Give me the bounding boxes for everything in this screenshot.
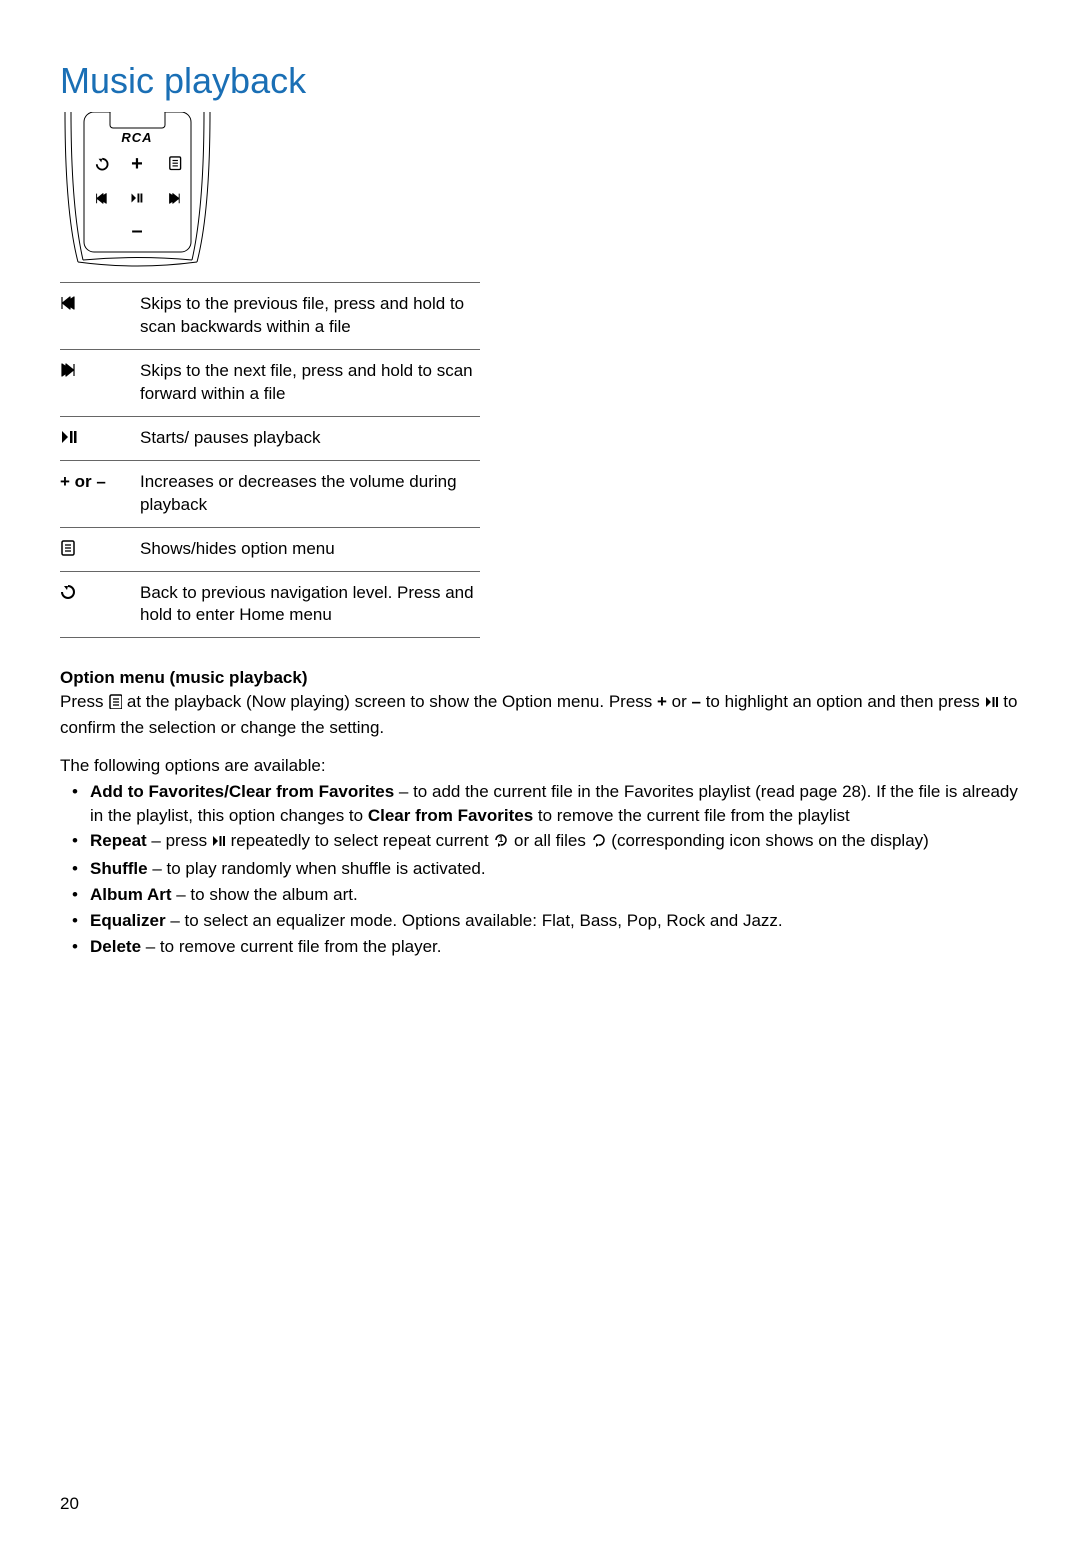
page-number: 20	[60, 1494, 79, 1514]
svg-text:–: –	[131, 220, 142, 242]
table-row: Starts/ pauses playback	[60, 416, 480, 460]
following-options-text: The following options are available:	[60, 754, 1020, 778]
control-desc: Back to previous navigation level. Press…	[140, 571, 480, 638]
repeat-all-icon	[591, 831, 607, 855]
list-item: Delete – to remove current file from the…	[60, 935, 1020, 959]
controls-table: Skips to the previous file, press and ho…	[60, 282, 480, 638]
list-item: Repeat – press repeatedly to select repe…	[60, 829, 1020, 855]
table-row: Skips to the previous file, press and ho…	[60, 283, 480, 350]
control-desc: Skips to the previous file, press and ho…	[140, 283, 480, 350]
menu-icon	[60, 540, 130, 557]
list-item: Shuffle – to play randomly when shuffle …	[60, 857, 1020, 881]
list-item: Equalizer – to select an equalizer mode.…	[60, 909, 1020, 933]
back-icon	[60, 584, 130, 600]
play-pause-icon	[212, 831, 226, 855]
control-desc: Increases or decreases the volume during…	[140, 460, 480, 527]
repeat-one-icon	[493, 831, 509, 855]
logo-text: RCA	[121, 130, 152, 145]
options-list: Add to Favorites/Clear from Favorites – …	[60, 780, 1020, 959]
list-item: Add to Favorites/Clear from Favorites – …	[60, 780, 1020, 828]
control-desc: Skips to the next file, press and hold t…	[140, 349, 480, 416]
device-diagram: RCA + –	[60, 112, 1020, 267]
play-pause-icon	[60, 429, 130, 445]
table-row: Back to previous navigation level. Press…	[60, 571, 480, 638]
option-menu-heading: Option menu (music playback)	[60, 668, 1020, 688]
table-row: Shows/hides option menu	[60, 527, 480, 571]
list-item: Album Art – to show the album art.	[60, 883, 1020, 907]
skip-next-icon	[60, 362, 130, 378]
svg-text:+: +	[131, 153, 143, 175]
table-row: + or – Increases or decreases the volume…	[60, 460, 480, 527]
skip-prev-icon	[60, 295, 130, 311]
table-row: Skips to the next file, press and hold t…	[60, 349, 480, 416]
option-menu-instruction: Press at the playback (Now playing) scre…	[60, 690, 1020, 740]
volume-symbol: + or –	[60, 472, 106, 491]
control-desc: Starts/ pauses playback	[140, 416, 480, 460]
play-pause-icon	[985, 692, 999, 716]
control-desc: Shows/hides option menu	[140, 527, 480, 571]
menu-icon	[108, 692, 122, 716]
page-title: Music playback	[60, 60, 1020, 102]
